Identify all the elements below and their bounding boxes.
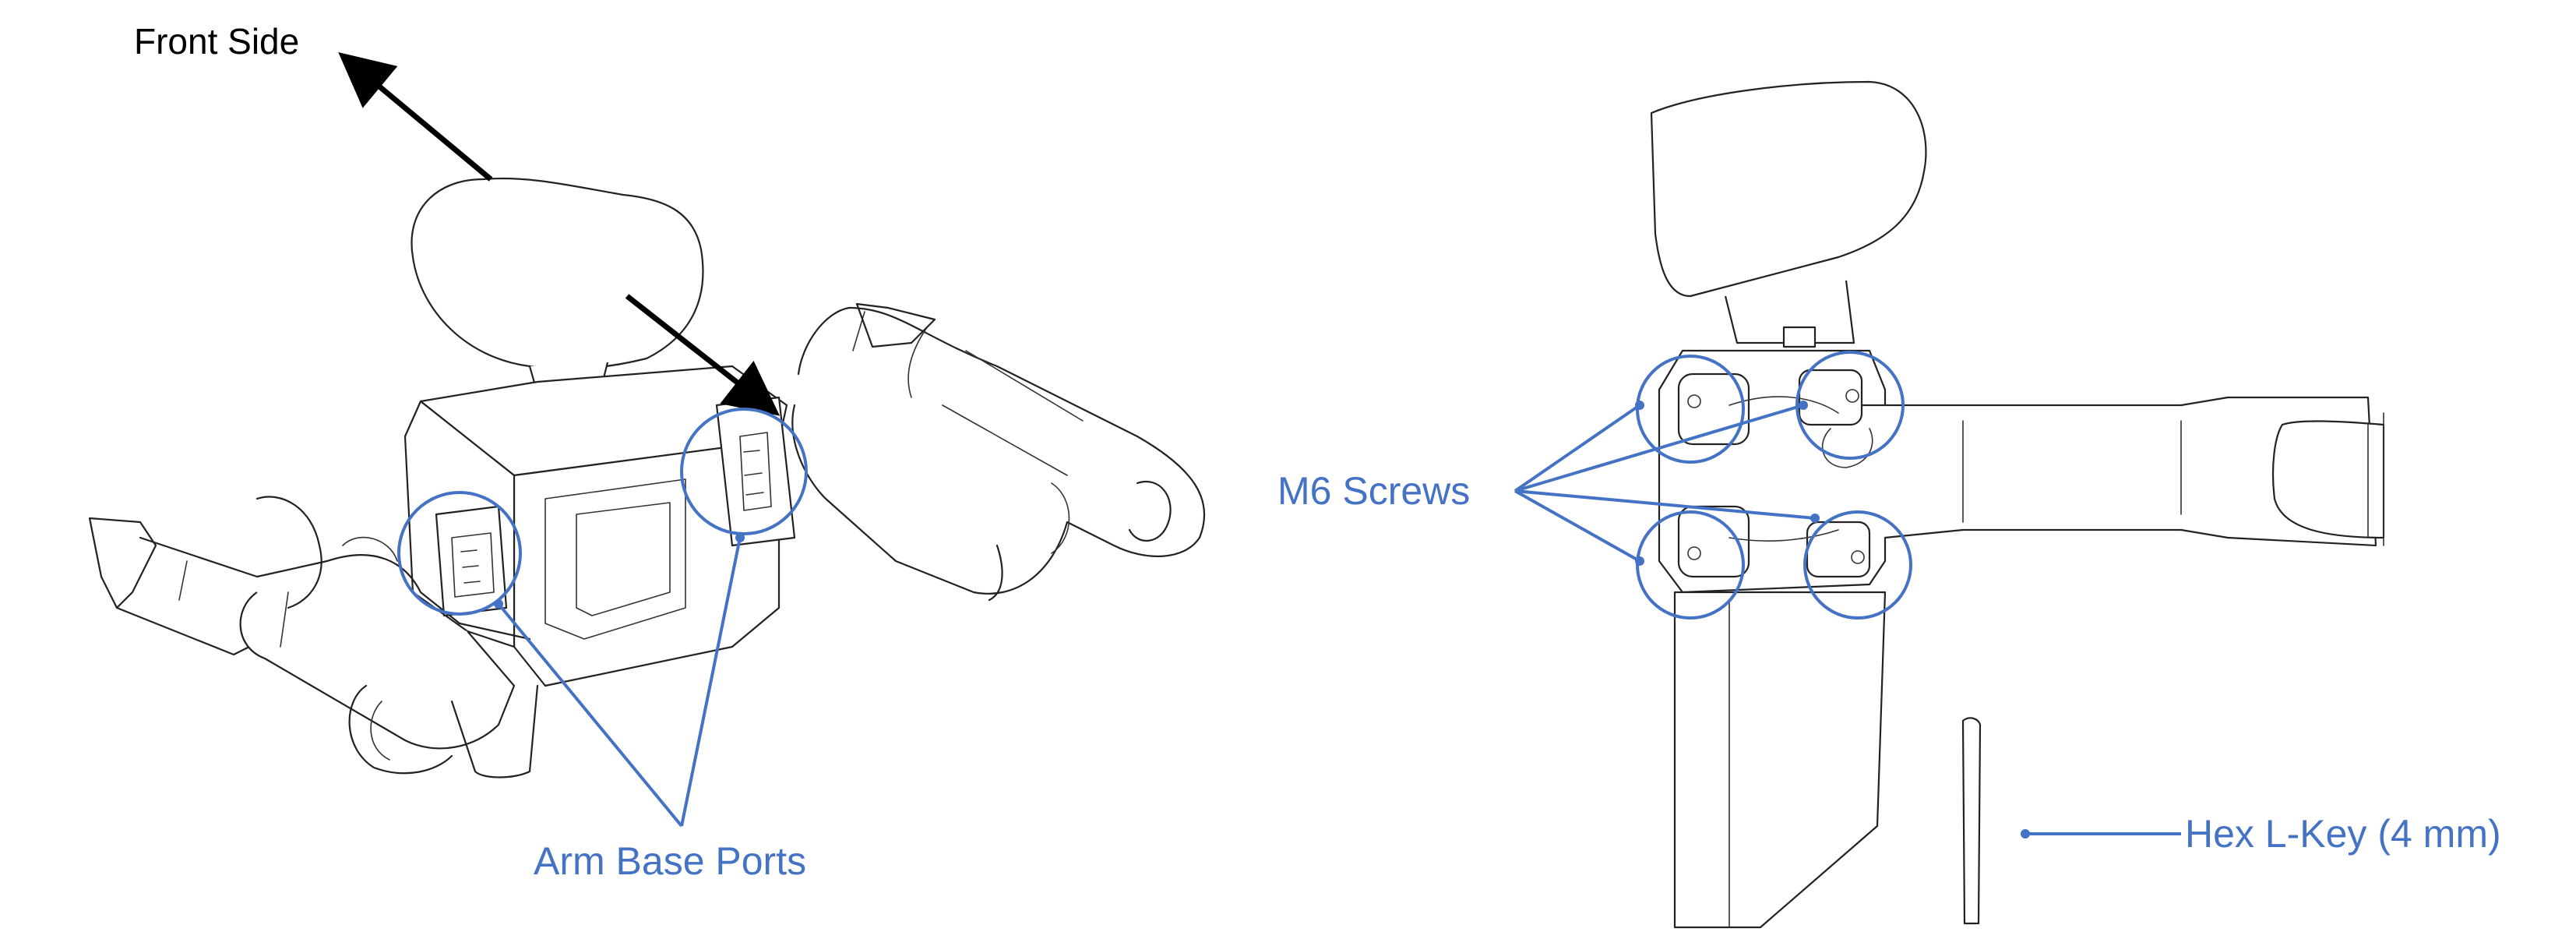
front-side-arrow xyxy=(338,52,493,182)
right-arm-drawing xyxy=(791,302,1206,602)
left-robot-view xyxy=(88,52,1206,828)
top-view-body-drawing xyxy=(1658,349,2385,929)
direction-arrow xyxy=(625,294,781,416)
right-robot-view xyxy=(1514,80,2385,929)
head-drawing xyxy=(411,177,704,395)
arm-base-ports-leaders xyxy=(497,537,742,828)
m6-screws-leaders xyxy=(1514,404,1816,563)
port-highlight-right xyxy=(680,408,808,535)
left-arm-drawing xyxy=(88,496,539,778)
body-drawing xyxy=(403,365,796,687)
hex-key-drawing xyxy=(1961,717,1982,925)
screw-highlight-2 xyxy=(1795,351,1905,460)
hex-key-label: Hex L-Key (4 mm) xyxy=(2185,812,2501,856)
arm-base-ports-label: Arm Base Ports xyxy=(534,839,807,883)
screw-highlight-4 xyxy=(1803,510,1912,620)
m6-screws-label: M6 Screws xyxy=(1277,469,1471,513)
port-highlight-left xyxy=(397,491,522,616)
front-side-label: Front Side xyxy=(134,21,300,62)
top-view-head-drawing xyxy=(1650,80,1927,348)
